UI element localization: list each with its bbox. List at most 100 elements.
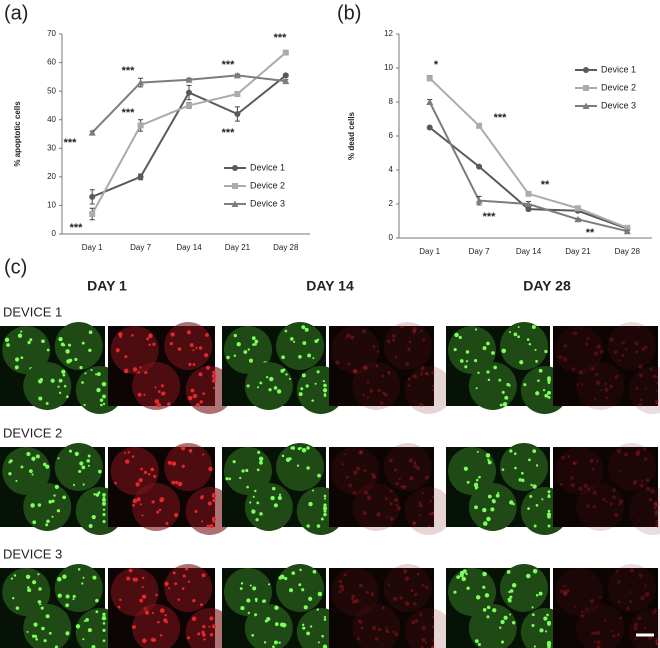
cell [500,619,505,625]
point [232,165,238,171]
cell [187,580,191,583]
cell [535,464,539,467]
cell [408,340,412,344]
cell [82,638,85,641]
cell [14,365,19,370]
spheroid [404,608,453,648]
cell [478,643,481,646]
cell [211,624,217,629]
cell [653,505,657,510]
cell [547,524,551,528]
cell [559,482,563,486]
cell [593,640,596,644]
cell [498,378,502,382]
cell [547,395,551,399]
cell [281,622,287,628]
x-tick-label: Day 21 [565,247,591,256]
cell [302,341,307,345]
cell [655,638,659,642]
cell [392,630,396,634]
cell [246,384,250,388]
spheroid [164,564,213,612]
cell [389,458,393,463]
cell [77,568,81,571]
cell [158,508,162,512]
cell [655,503,659,507]
point [525,190,532,197]
cell [386,515,389,518]
cell [274,605,279,610]
cell [192,598,196,603]
cell [159,497,164,503]
cell [649,367,653,371]
cell [46,519,50,524]
cell [635,387,639,391]
cell [430,645,435,648]
cell [35,637,38,641]
cell [13,574,17,577]
cell [547,381,551,385]
cell [459,570,465,576]
cell [102,639,106,643]
cell [474,505,478,510]
cell [86,459,91,463]
cell [137,371,140,374]
x-tick-label: Day 7 [130,243,151,252]
row-heading: DEVICE 2 [3,425,62,440]
cell [547,378,551,382]
cell [618,469,621,473]
cell [636,449,641,455]
cell [200,603,203,607]
cell [521,478,525,483]
cell [538,591,543,596]
cell [596,644,601,648]
cell [407,377,411,381]
cell [398,477,401,481]
cell [252,343,255,346]
cell [306,466,310,470]
spheroid [500,564,548,612]
cell [262,599,267,603]
cell [161,391,166,396]
micrograph [222,443,345,535]
cell [644,584,647,587]
cell [272,645,275,648]
cell [461,576,467,582]
cell [165,521,169,525]
cell [299,446,302,450]
cell [609,384,613,389]
cell [571,367,576,371]
cell [395,503,398,507]
cell [259,381,263,385]
cell [174,480,179,485]
cell [628,600,632,604]
cell [364,366,369,370]
cell [45,402,49,405]
cell [281,355,285,360]
cell [153,638,157,642]
cell [37,600,42,604]
cell [621,353,625,357]
cell [513,452,517,455]
cell [138,478,143,483]
cell [232,460,236,464]
cell [118,332,123,337]
cell [499,403,503,407]
cell [571,332,574,335]
cell [254,339,259,344]
cell [102,513,106,517]
cell [629,568,634,573]
point [426,124,433,131]
cell [311,489,315,492]
point [186,102,192,109]
cell [301,448,307,453]
cell [185,567,189,571]
cell [637,616,642,621]
cell [131,334,134,337]
cell [547,514,551,519]
point [234,111,241,117]
spheroid [331,447,380,495]
cell [358,619,361,622]
cell [57,385,60,388]
micrograph [108,443,234,535]
